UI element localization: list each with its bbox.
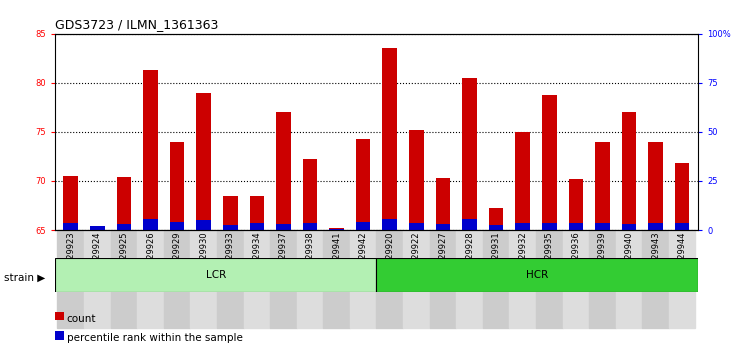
Text: percentile rank within the sample: percentile rank within the sample (67, 333, 243, 343)
Bar (595, 142, 610, 230)
Bar (462, 78, 477, 230)
Bar (510, 230, 536, 329)
Bar (223, 196, 238, 230)
Bar (569, 223, 583, 230)
Bar (223, 225, 238, 230)
Bar (356, 139, 371, 230)
Bar (621, 224, 636, 230)
Bar (648, 223, 663, 230)
Bar (90, 226, 105, 230)
Bar (356, 222, 371, 230)
Bar (55, 258, 376, 292)
Bar (616, 230, 643, 329)
Bar (542, 95, 556, 230)
Bar (669, 230, 695, 329)
Text: GDS3723 / ILMN_1361363: GDS3723 / ILMN_1361363 (55, 18, 218, 31)
Bar (382, 219, 397, 230)
Bar (243, 230, 270, 329)
Bar (643, 230, 669, 329)
Text: count: count (67, 314, 96, 324)
Bar (382, 48, 397, 230)
Bar (117, 177, 132, 230)
Bar (595, 223, 610, 230)
Bar (170, 142, 184, 230)
Bar (430, 230, 456, 329)
Bar (482, 230, 510, 329)
Bar (569, 179, 583, 230)
Bar (117, 224, 132, 230)
Bar (376, 230, 403, 329)
Bar (515, 132, 530, 230)
Text: HCR: HCR (526, 270, 548, 280)
Bar (197, 92, 211, 230)
Bar (137, 230, 164, 329)
Bar (303, 223, 317, 230)
Bar (303, 159, 317, 230)
Bar (462, 219, 477, 230)
Bar (143, 70, 158, 230)
Bar (64, 223, 78, 230)
Bar (489, 207, 504, 230)
Bar (64, 176, 78, 230)
Bar (90, 228, 105, 230)
Bar (249, 196, 264, 230)
Bar (589, 230, 616, 329)
Bar (276, 224, 291, 230)
Bar (170, 222, 184, 230)
Bar (489, 225, 504, 230)
Bar (403, 230, 430, 329)
Bar (350, 230, 376, 329)
Bar (436, 224, 450, 230)
Bar (329, 228, 344, 230)
Bar (217, 230, 243, 329)
Bar (515, 223, 530, 230)
Bar (675, 163, 689, 230)
Text: strain ▶: strain ▶ (4, 273, 45, 283)
Bar (409, 223, 424, 230)
Bar (456, 230, 482, 329)
Bar (190, 230, 217, 329)
Bar (58, 230, 84, 329)
Bar (542, 223, 556, 230)
Bar (270, 230, 297, 329)
Bar (110, 230, 137, 329)
Bar (409, 130, 424, 230)
Bar (621, 112, 636, 230)
Bar (563, 230, 589, 329)
Bar (197, 220, 211, 230)
Bar (276, 112, 291, 230)
Bar (675, 223, 689, 230)
Bar (84, 230, 110, 329)
Bar (249, 223, 264, 230)
Bar (376, 258, 698, 292)
Bar (323, 230, 350, 329)
Bar (143, 219, 158, 230)
Bar (164, 230, 190, 329)
Bar (536, 230, 563, 329)
Bar (648, 142, 663, 230)
Bar (329, 229, 344, 230)
Bar (436, 178, 450, 230)
Text: LCR: LCR (205, 270, 226, 280)
Bar (297, 230, 323, 329)
